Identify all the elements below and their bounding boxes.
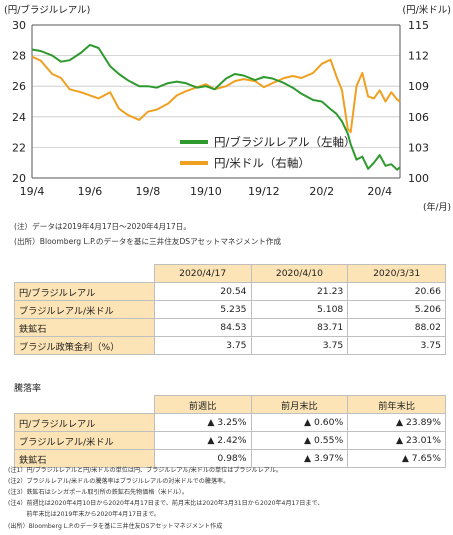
y-left-tick-label: 30 <box>12 19 26 32</box>
x-tick-label: 19/4 <box>20 185 45 198</box>
y-left-tick-label: 20 <box>12 172 26 185</box>
table-row: 円/ブラジルレアル 20.54 21.23 20.66 <box>14 282 446 301</box>
change-rate-table: 前週比 前月末比 前年末比 円/ブラジルレアル ▲ 3.25% ▲ 0.60% … <box>14 395 446 468</box>
chart-gridlines <box>32 55 400 148</box>
y-right-tick-label: 106 <box>408 111 429 124</box>
levels-table-header: 2020/4/17 2020/4/10 2020/3/31 <box>14 264 446 283</box>
y-left-tick-label: 24 <box>12 111 26 124</box>
row-label: 鉄鉱石 <box>14 449 155 468</box>
value-cell: ▲ 3.25% <box>153 413 252 432</box>
header-date-cell: 2020/3/31 <box>347 264 446 283</box>
table-row: ブラジルレアル/米ドル ▲ 2.42% ▲ 0.55% ▲ 23.01% <box>14 431 446 450</box>
x-tick-label: 20/4 <box>367 185 392 198</box>
x-tick-label: 19/10 <box>190 185 222 198</box>
x-tick-label: 19/6 <box>78 185 103 198</box>
left-axis-unit-label: (円/ブラジルレアル) <box>4 4 90 16</box>
value-cell: 21.23 <box>250 282 349 301</box>
row-label: ブラジルレアル/米ドル <box>14 300 155 319</box>
value-cell: ▲ 0.55% <box>250 431 349 450</box>
y-right-tick-label: 103 <box>408 141 429 154</box>
value-cell: 3.75 <box>250 336 349 355</box>
header-date-cell: 2020/4/10 <box>250 264 349 283</box>
value-cell: 83.71 <box>250 318 349 337</box>
value-cell: 5.235 <box>153 300 252 319</box>
x-tick-label: 19/8 <box>136 185 161 198</box>
footnote: (注1）円/ブラジルレアルと円/米ドルの単位は円、ブラジルレアル/米ドルの単位は… <box>8 467 282 474</box>
y-right-tick-label: 100 <box>408 172 429 185</box>
x-axis-unit-label: (年/月) <box>423 201 451 213</box>
footnote: (注4）前週比は2020年4月10日から2020年4月17日まで、前月末比は20… <box>8 500 324 507</box>
change-rate-section-label: 騰落率 <box>14 384 42 394</box>
value-cell: ▲ 3.97% <box>250 449 349 468</box>
value-cell: 88.02 <box>347 318 446 337</box>
y-right-tick-label: 115 <box>408 19 429 32</box>
brl-series-line <box>31 43 401 171</box>
row-label: 円/ブラジルレアル <box>14 282 155 301</box>
legend-label: 円/米ドル（右軸） <box>214 156 310 170</box>
value-cell: 5.108 <box>250 300 349 319</box>
value-cell: 3.75 <box>153 336 252 355</box>
value-cell: ▲ 0.60% <box>250 413 349 432</box>
value-cell: 84.53 <box>153 318 252 337</box>
chart-source: (出所）Bloomberg L.P.のデータを基に三井住友DSアセットマネジメン… <box>14 237 282 246</box>
levels-table: 2020/4/17 2020/4/10 2020/3/31 円/ブラジルレアル … <box>14 264 446 355</box>
x-tick-label: 20/2 <box>309 185 334 198</box>
row-label: 鉄鉱石 <box>14 318 155 337</box>
value-cell: ▲ 23.01% <box>347 431 446 450</box>
x-tick-label: 19/12 <box>248 185 280 198</box>
exchange-rate-line-chart: 30 28 26 24 22 20 115 112 109 106 103 100 19/4 19/6 19… <box>4 4 451 213</box>
header-period-cell: 前年末比 <box>347 395 446 414</box>
header-blank-cell <box>14 395 155 414</box>
chart-series <box>31 43 401 171</box>
row-label: 円/ブラジルレアル <box>14 413 155 432</box>
usd-series-line <box>31 55 401 134</box>
header-period-cell: 前月末比 <box>250 395 349 414</box>
chart-legend: 円/ブラジルレアル（左軸） 円/米ドル（右軸） <box>180 135 356 170</box>
value-cell: 20.66 <box>347 282 446 301</box>
change-table-header: 前週比 前月末比 前年末比 <box>14 395 446 414</box>
y-right-tick-label: 109 <box>408 80 429 93</box>
table-row: 鉄鉱石 84.53 83.71 88.02 <box>14 318 446 337</box>
right-axis-unit-label: (円/米ドル) <box>402 4 451 16</box>
value-cell: ▲ 23.89% <box>347 413 446 432</box>
chart-axes: 30 28 26 24 22 20 115 112 109 106 103 100 19/4 19/6 19… <box>4 4 451 213</box>
table-row: 鉄鉱石 0.98% ▲ 3.97% ▲ 7.65% <box>14 449 446 468</box>
y-left-tick-label: 22 <box>12 141 26 154</box>
footnote-source: (出所）Bloomberg L.P.のデータを基に三井住友DSアセットマネジメン… <box>8 523 223 530</box>
header-date-cell: 2020/4/17 <box>153 264 252 283</box>
footnote: (注3）鉄鉱石はシンガポール取引所の鉄鉱石先物価格（米ドル）。 <box>8 489 188 496</box>
value-cell: ▲ 7.65% <box>347 449 446 468</box>
y-left-tick-label: 28 <box>12 50 26 63</box>
row-label: ブラジル政策金利（%） <box>14 336 155 355</box>
table-row: 円/ブラジルレアル ▲ 3.25% ▲ 0.60% ▲ 23.89% <box>14 413 446 432</box>
table-row: ブラジル政策金利（%） 3.75 3.75 3.75 <box>14 336 446 355</box>
value-cell: 3.75 <box>347 336 446 355</box>
header-blank-cell <box>14 264 155 283</box>
y-left-tick-label: 26 <box>12 80 26 93</box>
value-cell: 5.206 <box>347 300 446 319</box>
legend-label: 円/ブラジルレアル（左軸） <box>214 135 356 149</box>
y-right-tick-label: 112 <box>408 50 429 63</box>
table-row: ブラジルレアル/米ドル 5.235 5.108 5.206 <box>14 300 446 319</box>
header-period-cell: 前週比 <box>153 395 252 414</box>
value-cell: 20.54 <box>153 282 252 301</box>
chart-note: (注）データは2019年4月17日～2020年4月17日。 <box>14 222 191 231</box>
footnote: 前年末比は2019年末から2020年4月17日まで。 <box>8 511 161 518</box>
row-label: ブラジルレアル/米ドル <box>14 431 155 450</box>
footnote: (注2）ブラジルレアル/米ドルの騰落率はブラジルレアルの対米ドルでの騰落率。 <box>8 478 230 485</box>
value-cell: ▲ 2.42% <box>153 431 252 450</box>
